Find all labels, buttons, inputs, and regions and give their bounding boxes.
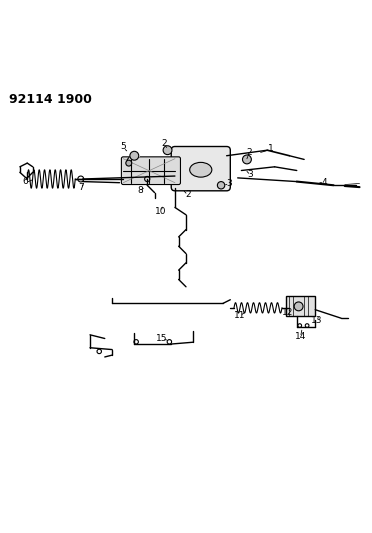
Text: 7: 7 bbox=[78, 183, 84, 192]
Circle shape bbox=[294, 302, 303, 311]
Text: 1: 1 bbox=[268, 144, 274, 153]
Text: 12: 12 bbox=[282, 308, 293, 317]
Text: 11: 11 bbox=[234, 311, 246, 320]
Circle shape bbox=[126, 160, 132, 166]
Text: 10: 10 bbox=[155, 207, 167, 216]
Text: 2: 2 bbox=[185, 190, 191, 199]
Text: 14: 14 bbox=[295, 332, 306, 341]
FancyBboxPatch shape bbox=[171, 147, 230, 191]
Circle shape bbox=[243, 155, 251, 164]
Text: 5: 5 bbox=[121, 142, 126, 151]
FancyBboxPatch shape bbox=[121, 157, 180, 184]
Text: 3: 3 bbox=[248, 169, 253, 179]
Text: 2: 2 bbox=[161, 139, 167, 148]
Text: 8: 8 bbox=[137, 187, 143, 195]
Circle shape bbox=[217, 182, 225, 189]
Text: 92114 1900: 92114 1900 bbox=[9, 93, 92, 106]
FancyBboxPatch shape bbox=[286, 296, 315, 317]
Text: 15: 15 bbox=[156, 334, 168, 343]
Ellipse shape bbox=[190, 163, 212, 177]
Text: 13: 13 bbox=[311, 316, 323, 325]
Text: 4: 4 bbox=[322, 178, 327, 187]
Text: 6: 6 bbox=[23, 177, 28, 186]
Text: 3: 3 bbox=[227, 179, 232, 188]
Circle shape bbox=[163, 146, 172, 155]
Circle shape bbox=[130, 151, 139, 160]
Text: 2: 2 bbox=[246, 148, 251, 157]
